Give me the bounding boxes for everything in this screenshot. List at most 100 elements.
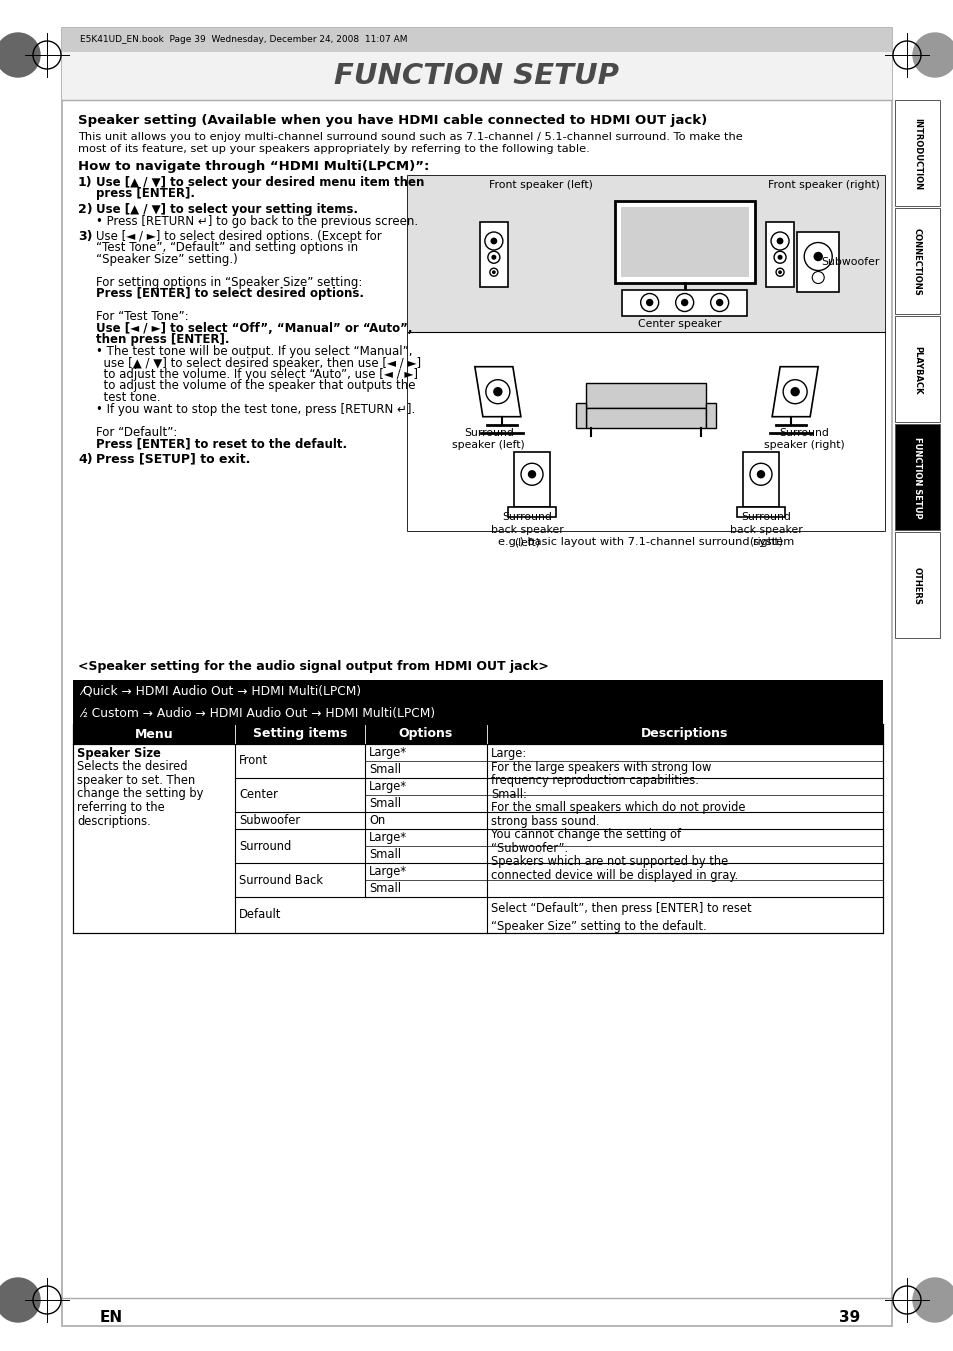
Text: For “Default”:: For “Default”: bbox=[96, 426, 177, 439]
Text: For the small speakers which do not provide: For the small speakers which do not prov… bbox=[491, 801, 744, 815]
Text: • Press [RETURN ↵] to go back to the previous screen.: • Press [RETURN ↵] to go back to the pre… bbox=[96, 215, 417, 227]
Text: E5K41UD_EN.book  Page 39  Wednesday, December 24, 2008  11:07 AM: E5K41UD_EN.book Page 39 Wednesday, Decem… bbox=[80, 35, 407, 45]
Text: Setting items: Setting items bbox=[253, 727, 347, 740]
Text: Speakers which are not supported by the: Speakers which are not supported by the bbox=[491, 855, 727, 867]
Text: You cannot change the setting of: You cannot change the setting of bbox=[491, 828, 680, 842]
Text: descriptions.: descriptions. bbox=[77, 815, 151, 828]
Text: Surround: Surround bbox=[239, 839, 291, 852]
Text: Surround
back speaker
(right): Surround back speaker (right) bbox=[729, 512, 801, 547]
Circle shape bbox=[528, 470, 535, 478]
Circle shape bbox=[790, 388, 799, 396]
Text: 2): 2) bbox=[78, 203, 92, 216]
Text: This unit allows you to enjoy multi-channel surround sound such as 7.1-channel /: This unit allows you to enjoy multi-chan… bbox=[78, 132, 742, 142]
Text: FUNCTION SETUP: FUNCTION SETUP bbox=[335, 62, 618, 91]
Circle shape bbox=[646, 300, 652, 305]
Bar bbox=[765, 222, 793, 286]
Bar bbox=[514, 451, 550, 507]
Circle shape bbox=[492, 255, 496, 259]
Text: then press [ENTER].: then press [ENTER]. bbox=[96, 334, 230, 346]
Text: to adjust the volume. If you select “Auto”, use [◄ / ►]: to adjust the volume. If you select “Aut… bbox=[96, 367, 417, 381]
Bar bbox=[73, 744, 882, 934]
Bar bbox=[62, 28, 891, 51]
Text: Small: Small bbox=[369, 848, 400, 861]
Bar bbox=[73, 724, 882, 744]
Bar bbox=[614, 200, 754, 282]
Text: 39: 39 bbox=[838, 1310, 859, 1325]
Text: Small: Small bbox=[369, 882, 400, 894]
Text: Large*: Large* bbox=[369, 746, 407, 759]
Bar bbox=[508, 507, 556, 517]
Text: Use [◄ / ►] to select desired options. (Except for: Use [◄ / ►] to select desired options. (… bbox=[96, 230, 381, 243]
Text: Large*: Large* bbox=[369, 780, 407, 793]
Text: Speaker setting (Available when you have HDMI cable connected to HDMI OUT jack): Speaker setting (Available when you have… bbox=[78, 113, 706, 127]
Text: Menu: Menu bbox=[134, 727, 173, 740]
Bar bbox=[706, 403, 716, 428]
Text: Speaker Size: Speaker Size bbox=[77, 747, 161, 761]
Circle shape bbox=[813, 253, 821, 261]
Text: strong bass sound.: strong bass sound. bbox=[491, 815, 599, 828]
Text: Large*: Large* bbox=[369, 865, 407, 878]
Text: Subwoofer: Subwoofer bbox=[239, 815, 300, 827]
Bar bbox=[408, 332, 884, 531]
Text: Large*: Large* bbox=[369, 831, 407, 844]
Text: Surround
speaker (right): Surround speaker (right) bbox=[763, 428, 843, 450]
Text: • If you want to stop the test tone, press [RETURN ↵].: • If you want to stop the test tone, pre… bbox=[96, 403, 415, 416]
Text: 4): 4) bbox=[78, 453, 92, 466]
Text: Select “Default”, then press [ENTER] to reset
“Speaker Size” setting to the defa: Select “Default”, then press [ENTER] to … bbox=[491, 902, 751, 934]
Text: Small: Small bbox=[369, 763, 400, 775]
Bar bbox=[62, 28, 891, 1325]
Text: Default: Default bbox=[239, 908, 281, 921]
Text: referring to the: referring to the bbox=[77, 801, 165, 815]
Bar bbox=[408, 176, 884, 332]
Text: Subwoofer: Subwoofer bbox=[821, 257, 879, 266]
Circle shape bbox=[912, 1278, 953, 1323]
Text: Center: Center bbox=[239, 789, 277, 801]
Text: “Subwoofer”.: “Subwoofer”. bbox=[491, 842, 568, 854]
Circle shape bbox=[0, 1278, 40, 1323]
Text: For setting options in “Speaker Size” setting:: For setting options in “Speaker Size” se… bbox=[96, 276, 362, 289]
Text: Descriptions: Descriptions bbox=[640, 727, 728, 740]
Bar bbox=[894, 424, 939, 530]
Text: e.g.) basic layout with 7.1-channel surround system: e.g.) basic layout with 7.1-channel surr… bbox=[497, 536, 794, 547]
Text: most of its feature, set up your speakers appropriately by referring to the foll: most of its feature, set up your speaker… bbox=[78, 145, 589, 154]
Bar bbox=[73, 703, 882, 724]
Text: Surround
speaker (left): Surround speaker (left) bbox=[452, 428, 525, 450]
Polygon shape bbox=[475, 366, 520, 416]
Text: CONNECTIONS: CONNECTIONS bbox=[912, 228, 921, 296]
Circle shape bbox=[681, 300, 687, 305]
Text: For the large speakers with strong low: For the large speakers with strong low bbox=[491, 761, 711, 774]
Text: Large:: Large: bbox=[491, 747, 527, 761]
Text: For “Test Tone”:: For “Test Tone”: bbox=[96, 311, 189, 323]
Text: FUNCTION SETUP: FUNCTION SETUP bbox=[912, 438, 921, 519]
Text: frequency reproduction capabilities.: frequency reproduction capabilities. bbox=[491, 774, 699, 788]
Bar bbox=[742, 451, 779, 507]
Circle shape bbox=[757, 470, 763, 478]
Circle shape bbox=[778, 255, 781, 259]
Text: EN: EN bbox=[100, 1310, 123, 1325]
Text: Selects the desired: Selects the desired bbox=[77, 761, 188, 774]
Bar bbox=[408, 176, 884, 531]
Bar bbox=[586, 382, 706, 408]
Bar bbox=[620, 207, 748, 277]
Text: On: On bbox=[369, 815, 385, 827]
Bar bbox=[894, 532, 939, 638]
Text: Small: Small bbox=[369, 797, 400, 811]
Text: Center speaker: Center speaker bbox=[638, 319, 720, 328]
Text: speaker to set. Then: speaker to set. Then bbox=[77, 774, 195, 788]
Text: 1): 1) bbox=[78, 176, 92, 189]
Text: press [ENTER].: press [ENTER]. bbox=[96, 188, 194, 200]
Circle shape bbox=[494, 388, 501, 396]
Text: ⁄₂ Custom → Audio → HDMI Audio Out → HDMI Multi(LPCM): ⁄₂ Custom → Audio → HDMI Audio Out → HDM… bbox=[81, 707, 435, 720]
Bar bbox=[479, 222, 507, 286]
Text: 3): 3) bbox=[78, 230, 92, 243]
Text: Front: Front bbox=[239, 754, 268, 767]
Bar bbox=[73, 680, 882, 703]
Text: Use [▲ / ▼] to select your setting items.: Use [▲ / ▼] to select your setting items… bbox=[96, 203, 357, 216]
Text: Front speaker (left): Front speaker (left) bbox=[488, 180, 592, 190]
Text: change the setting by: change the setting by bbox=[77, 788, 203, 801]
Bar bbox=[894, 100, 939, 205]
Text: to adjust the volume of the speaker that outputs the: to adjust the volume of the speaker that… bbox=[96, 380, 416, 393]
Text: use [▲ / ▼] to select desired speaker, then use [◄ / ►]: use [▲ / ▼] to select desired speaker, t… bbox=[96, 357, 420, 370]
Bar bbox=[62, 51, 891, 100]
Circle shape bbox=[491, 238, 497, 243]
